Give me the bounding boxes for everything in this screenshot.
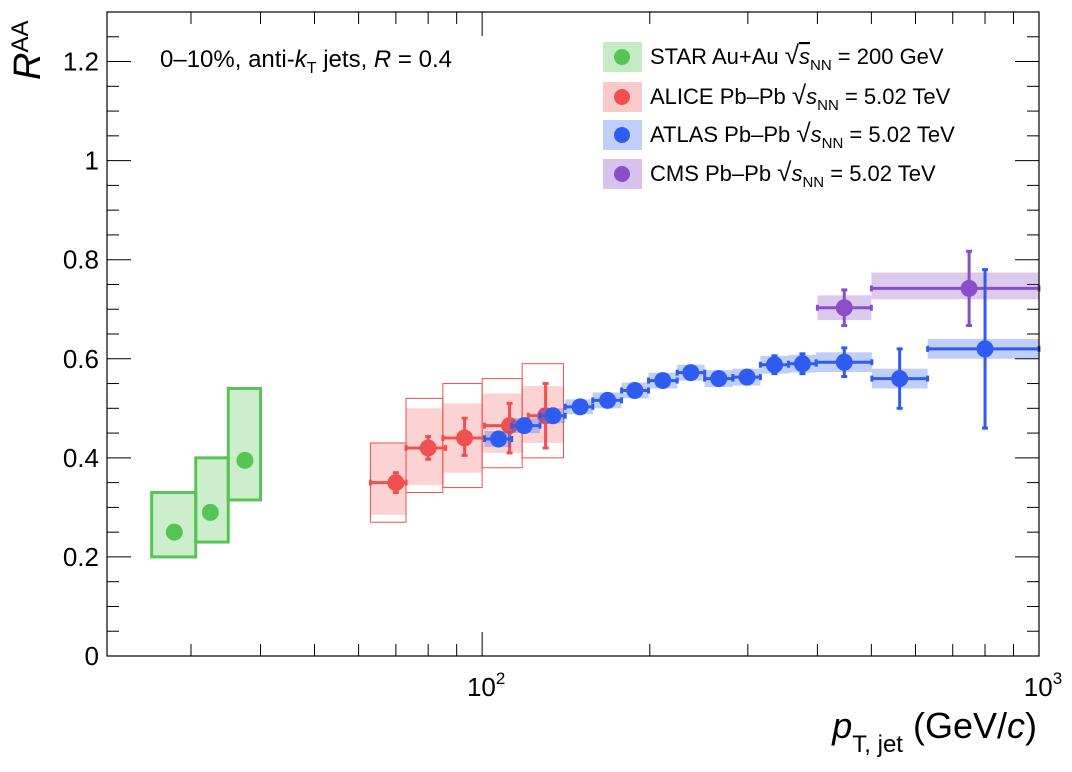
legend: STAR Au+Au √sNN = 200 GeV ALICE Pb–Pb √s… xyxy=(603,40,955,191)
data-point xyxy=(960,279,978,297)
data-point xyxy=(682,364,700,382)
data-point xyxy=(515,417,533,435)
legend-label-cms: CMS Pb–Pb √sNN = 5.02 TeV xyxy=(650,157,936,191)
x-axis-label: pT, jet (GeV/c) xyxy=(831,705,1037,758)
data-point xyxy=(387,474,405,492)
legend-label-alice: ALICE Pb–Pb √sNN = 5.02 TeV xyxy=(650,80,951,114)
sys-box xyxy=(226,386,263,502)
legend-marker-cms xyxy=(614,166,630,182)
legend-entry-star: STAR Au+Au √sNN = 200 GeV xyxy=(603,40,944,74)
y-tick-label: 1 xyxy=(85,146,99,176)
data-point xyxy=(766,356,784,374)
legend-entry-cms: CMS Pb–Pb √sNN = 5.02 TeV xyxy=(603,157,936,191)
y-tick-labels: 0 0.2 0.4 0.6 0.8 1 1.2 xyxy=(63,47,99,671)
plot-frame xyxy=(106,11,1040,657)
sys-box xyxy=(194,456,230,544)
series-alice xyxy=(368,363,565,523)
sys-box xyxy=(871,272,1039,300)
data-point xyxy=(710,370,728,388)
data-point xyxy=(236,451,254,469)
selection-annotation: 0–10%, anti-kT jets, R = 0.4 xyxy=(160,46,452,77)
data-point xyxy=(976,340,994,358)
legend-label-atlas: ATLAS Pb–Pb √sNN = 5.02 TeV xyxy=(650,118,955,152)
y-tick-label: 0.8 xyxy=(63,245,99,275)
legend-entry-atlas: ATLAS Pb–Pb √sNN = 5.02 TeV xyxy=(603,118,955,152)
x-tick-labels: 102 103 xyxy=(467,669,1062,702)
data-point xyxy=(571,398,589,416)
data-point xyxy=(456,429,474,447)
legend-marker-star xyxy=(614,49,630,65)
x-tick-label: 103 xyxy=(1024,669,1062,702)
y-tick-label: 0.4 xyxy=(63,443,99,473)
legend-entry-alice: ALICE Pb–Pb √sNN = 5.02 TeV xyxy=(603,80,951,114)
data-layer xyxy=(150,249,1041,559)
data-point xyxy=(501,417,519,435)
data-point xyxy=(835,353,853,371)
y-tick-label: 1.2 xyxy=(63,47,99,77)
data-point xyxy=(419,439,437,457)
series-cms xyxy=(815,249,1041,328)
data-point xyxy=(835,299,853,317)
legend-label-star: STAR Au+Au √sNN = 200 GeV xyxy=(650,40,944,74)
data-point xyxy=(626,381,644,399)
data-point xyxy=(891,370,909,388)
x-tick-label: 102 xyxy=(467,669,505,702)
y-tick-label: 0 xyxy=(85,641,99,671)
y-axis-label: RAA xyxy=(7,21,49,80)
series-star xyxy=(150,386,263,559)
data-point xyxy=(599,391,617,409)
series-atlas xyxy=(483,268,1041,448)
data-point xyxy=(654,372,672,390)
data-point xyxy=(165,523,183,541)
data-point xyxy=(793,355,811,373)
y-tick-label: 0.6 xyxy=(63,344,99,374)
data-point xyxy=(738,368,756,386)
data-point xyxy=(544,407,562,425)
data-point xyxy=(490,430,508,448)
axis-ticks xyxy=(107,11,1039,657)
y-tick-label: 0.2 xyxy=(63,542,99,572)
data-point xyxy=(201,503,219,521)
legend-marker-alice xyxy=(614,89,630,105)
corr-sys-box xyxy=(521,363,565,459)
legend-marker-atlas xyxy=(614,127,630,143)
